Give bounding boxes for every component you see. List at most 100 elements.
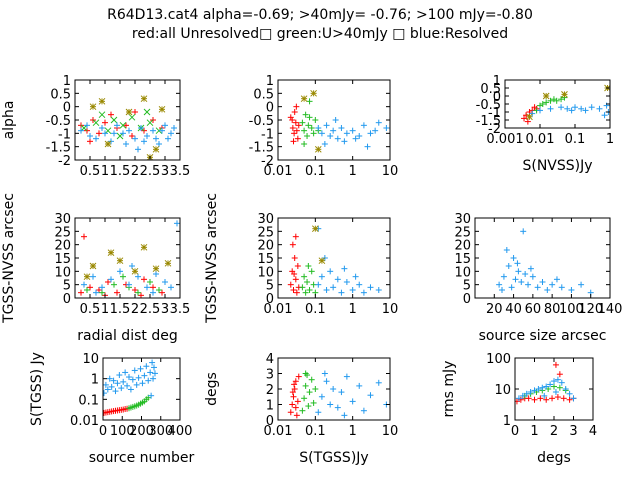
- data-point: [139, 380, 146, 387]
- y-tick-label: 25: [454, 225, 471, 240]
- data-point: [106, 375, 113, 382]
- data-point: [98, 97, 106, 105]
- data-point: [290, 138, 297, 145]
- data-point: [356, 382, 363, 389]
- x-tick-label: 200: [129, 424, 154, 439]
- y-axis-label: S(TGSS) Jy: [29, 352, 45, 426]
- data-point: [543, 383, 550, 390]
- data-point: [321, 141, 328, 147]
- data-point: [93, 135, 99, 142]
- data-point: [318, 273, 325, 280]
- data-point: [289, 401, 296, 408]
- data-point: [304, 133, 311, 139]
- y-tick-label: -1: [488, 106, 501, 121]
- data-point: [92, 119, 100, 127]
- data-point: [343, 130, 350, 137]
- y-tick-label: 1: [266, 74, 274, 89]
- data-point: [153, 271, 159, 277]
- data-point: [302, 370, 309, 377]
- data-point: [135, 374, 142, 381]
- x-tick-label: 3: [161, 164, 169, 179]
- data-point: [293, 127, 300, 134]
- data-point: [327, 133, 334, 139]
- plot-frame: [74, 217, 181, 299]
- data-point: [318, 393, 325, 400]
- data-point: [343, 279, 350, 285]
- data-point: [349, 127, 356, 134]
- data-point: [292, 233, 299, 240]
- data-point: [508, 284, 515, 291]
- data-point: [295, 122, 302, 129]
- y-tick-label: 15: [54, 252, 71, 267]
- points-p6: [496, 228, 594, 296]
- y-tick-label: 2: [266, 383, 274, 398]
- data-point: [534, 284, 541, 291]
- x-tick-label: 1.5: [110, 164, 131, 179]
- data-point: [551, 378, 557, 385]
- data-point: [364, 143, 371, 150]
- y-tick-label: 5: [463, 279, 471, 294]
- data-point: [110, 377, 117, 384]
- x-axis-label: S(NVSS)Jy: [522, 158, 592, 174]
- y-tick-label: 15: [454, 252, 471, 267]
- data-point: [360, 289, 367, 296]
- y-tick-label: 10: [257, 265, 274, 280]
- data-point: [537, 107, 543, 114]
- data-point: [304, 279, 311, 285]
- y-tick-label: 5: [63, 279, 71, 294]
- y-tick-label: -1.5: [476, 114, 501, 129]
- data-point: [547, 105, 554, 112]
- data-point: [375, 287, 382, 293]
- y-tick-label: -0.5: [476, 98, 501, 113]
- data-point: [291, 130, 298, 137]
- data-point: [300, 95, 308, 103]
- data-point: [310, 399, 317, 406]
- data-point: [140, 243, 148, 251]
- data-point: [78, 289, 84, 296]
- data-point: [505, 263, 512, 269]
- points-p7: [103, 359, 158, 416]
- data-point: [84, 122, 90, 129]
- data-point: [527, 389, 534, 396]
- data-point: [526, 113, 533, 121]
- data-point: [349, 398, 356, 405]
- data-point: [120, 273, 126, 280]
- y-tick-label: 1: [63, 74, 71, 89]
- data-point: [372, 127, 379, 134]
- data-point: [295, 373, 302, 380]
- data-point: [89, 103, 97, 111]
- x-tick-label: 10: [382, 164, 399, 179]
- data-point: [522, 271, 529, 277]
- points-p2: [287, 89, 390, 153]
- x-tick-label: 400: [168, 424, 193, 439]
- data-point: [510, 255, 517, 261]
- data-point: [323, 378, 330, 385]
- data-point: [124, 382, 131, 389]
- x-tick-label: 2.5: [140, 164, 161, 179]
- y-tick-label: 3: [266, 368, 274, 383]
- data-point: [150, 375, 157, 382]
- data-point: [539, 101, 546, 107]
- data-point: [131, 367, 138, 374]
- data-point: [102, 119, 108, 126]
- data-point: [561, 91, 568, 98]
- data-point: [162, 122, 168, 129]
- data-point: [108, 276, 114, 283]
- x-tick-label: 40: [505, 302, 522, 317]
- x-tick-label: 0.1: [305, 302, 326, 317]
- x-tick-label: 100: [559, 302, 584, 317]
- data-point: [145, 377, 152, 384]
- data-point: [547, 381, 554, 388]
- data-point: [151, 364, 158, 371]
- x-tick-label: 1: [349, 164, 357, 179]
- data-point: [114, 122, 120, 129]
- data-point: [332, 117, 339, 123]
- data-point: [568, 287, 575, 293]
- data-point: [291, 109, 298, 115]
- points-p5: [287, 225, 382, 296]
- data-point: [558, 284, 565, 291]
- x-tick-label: 0: [99, 424, 107, 439]
